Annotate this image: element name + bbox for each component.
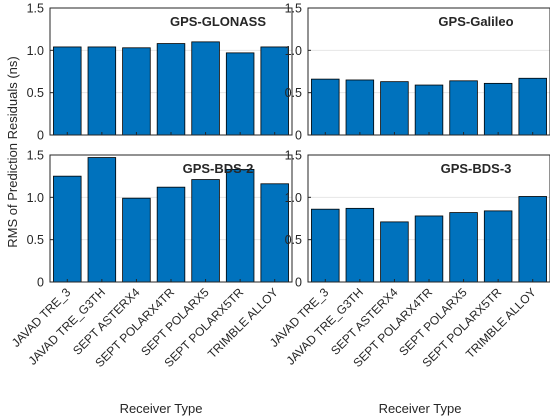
bar xyxy=(380,221,409,283)
y-tick-label: 1.0 xyxy=(27,44,44,58)
y-tick-label: 0.5 xyxy=(285,86,302,100)
y-tick-label: 1.0 xyxy=(285,44,302,58)
bar xyxy=(191,179,220,283)
y-tick-label: 1.5 xyxy=(285,2,302,16)
panel-title: GPS-Galileo xyxy=(438,14,513,29)
y-tick-label: 0 xyxy=(37,129,44,143)
bar xyxy=(518,77,547,136)
bar xyxy=(380,81,409,136)
y-tick-label: 1.0 xyxy=(27,191,44,205)
bar xyxy=(87,46,117,136)
bar xyxy=(345,207,375,283)
x-tick-label: JAVAD TRE_3 xyxy=(9,285,74,350)
y-tick-label: 0 xyxy=(295,276,302,290)
bar xyxy=(483,210,513,283)
bar xyxy=(518,196,547,283)
y-tick-label: 0.5 xyxy=(285,233,302,247)
y-axis-title: RMS of Prediction Residuals (ns) xyxy=(5,56,20,247)
bar xyxy=(53,175,82,283)
y-tick-label: 1.0 xyxy=(285,191,302,205)
bar xyxy=(191,41,220,136)
y-tick-label: 0 xyxy=(37,276,44,290)
y-tick-label: 0 xyxy=(295,129,302,143)
x-axis-title-right: Receiver Type xyxy=(379,401,462,416)
bar xyxy=(345,79,375,136)
bar xyxy=(311,208,340,283)
y-tick-label: 1.5 xyxy=(285,149,302,163)
bar xyxy=(449,80,478,136)
bar xyxy=(225,52,255,136)
panel-1: 0 0.5 1.0 1.5 GPS-Galileo xyxy=(285,2,550,143)
panel-0: 0 0.5 1.0 1.5 GPS-GLONASS xyxy=(27,2,293,143)
bar xyxy=(156,186,186,283)
bar xyxy=(483,82,513,136)
bar xyxy=(53,46,82,136)
bar xyxy=(156,43,186,136)
y-tick-label: 0.5 xyxy=(27,86,44,100)
bar xyxy=(225,168,255,283)
bar xyxy=(414,84,444,136)
bar xyxy=(87,157,117,283)
bar xyxy=(260,46,289,136)
bar xyxy=(311,78,340,136)
panel-title: GPS-GLONASS xyxy=(170,14,266,29)
y-tick-label: 1.5 xyxy=(27,2,44,16)
bar xyxy=(414,215,444,283)
y-tick-label: 0.5 xyxy=(27,233,44,247)
bar xyxy=(260,183,289,283)
y-tick-label: 1.5 xyxy=(27,149,44,163)
bar xyxy=(122,47,151,136)
panel-title: GPS-BDS-2 xyxy=(183,161,254,176)
x-axis-title-left: Receiver Type xyxy=(120,401,203,416)
bar xyxy=(449,212,478,283)
bar xyxy=(122,197,151,283)
panel-title: GPS-BDS-3 xyxy=(441,161,512,176)
